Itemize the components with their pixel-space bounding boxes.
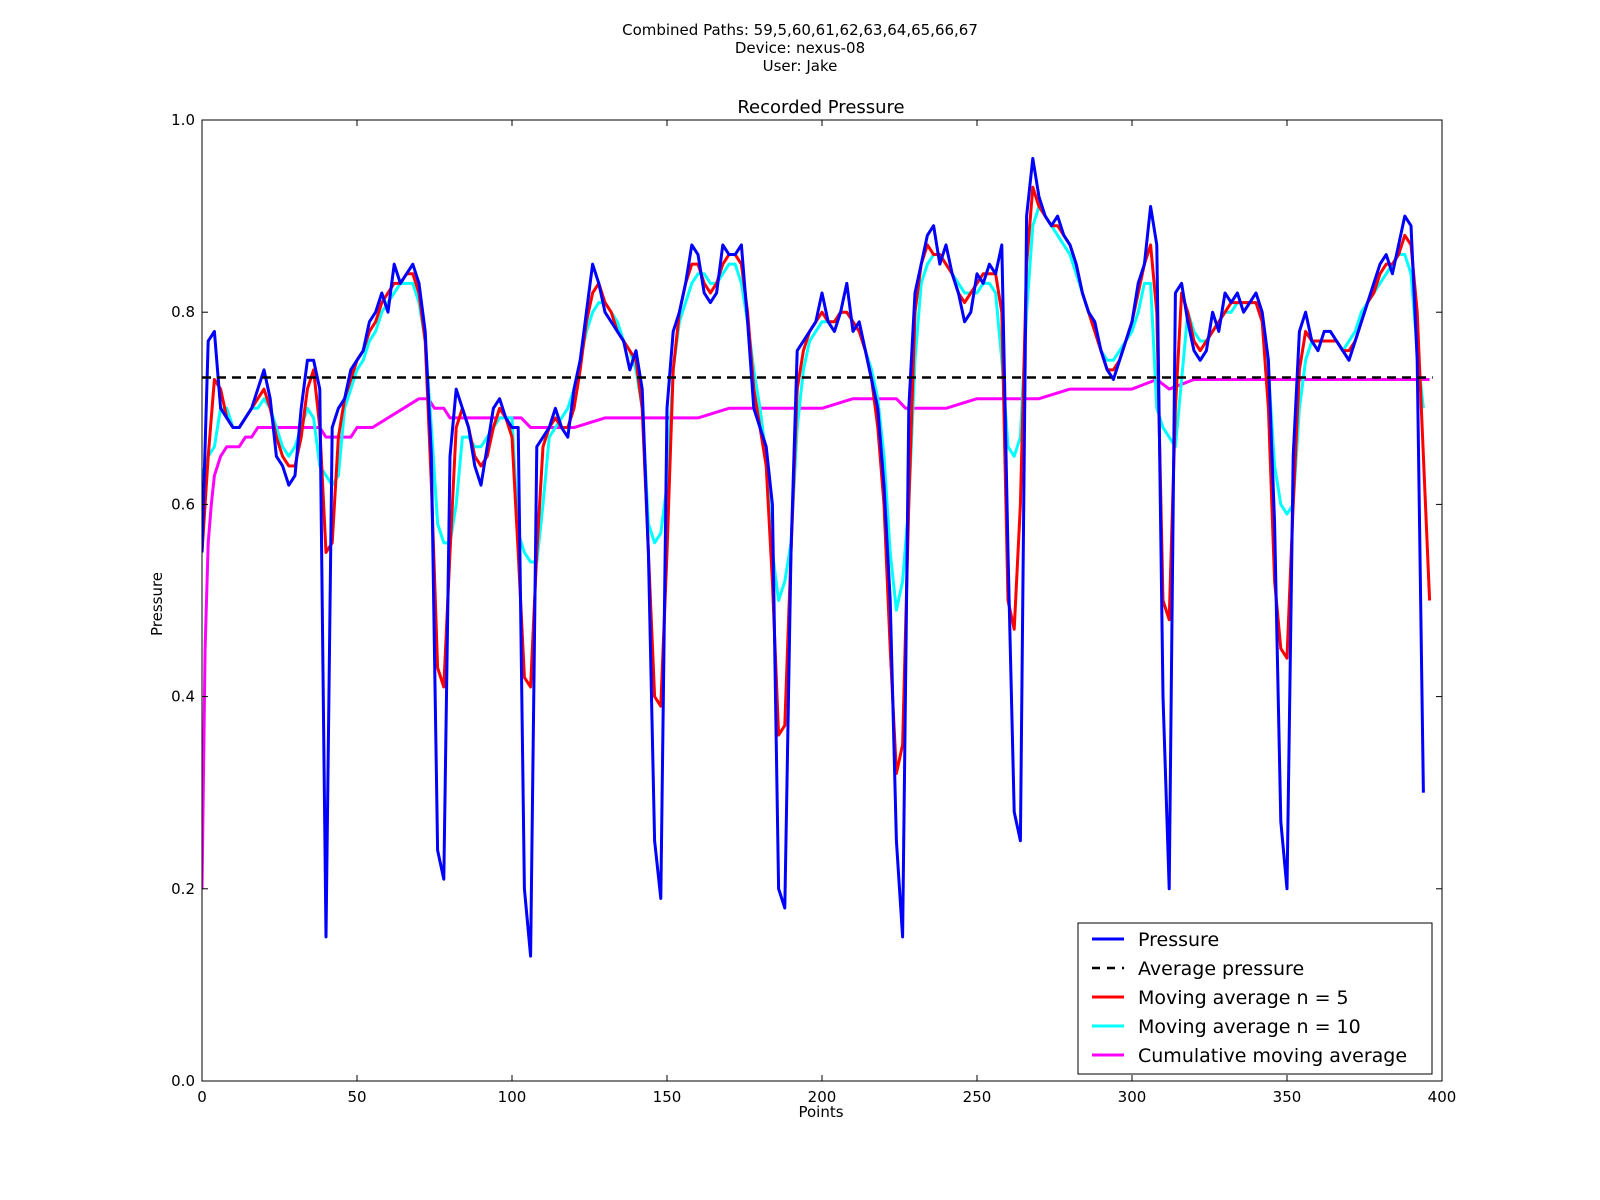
series-line-moving-average-n-5 <box>202 185 1432 775</box>
x-tick-label: 0 <box>197 1088 207 1106</box>
legend-label: Pressure <box>1138 929 1219 951</box>
suptitle-device: Device: nexus-08 <box>734 39 866 57</box>
series-line-pressure <box>202 156 1425 958</box>
legend-label: Moving average n = 5 <box>1138 987 1349 1009</box>
legend-label: Moving average n = 10 <box>1138 1016 1361 1038</box>
x-tick-label: 150 <box>653 1088 682 1106</box>
x-tick-label: 350 <box>1273 1088 1302 1106</box>
x-axis-label: Points <box>798 1103 843 1121</box>
x-tick-label: 300 <box>1118 1088 1147 1106</box>
y-tick-label: 1.0 <box>171 111 195 129</box>
y-axis-label: Pressure <box>148 572 166 636</box>
y-tick-label: 0.2 <box>171 880 195 898</box>
x-tick-label: 200 <box>808 1088 837 1106</box>
legend-label: Cumulative moving average <box>1138 1045 1407 1067</box>
x-tick-label: 250 <box>963 1088 992 1106</box>
x-tick-label: 400 <box>1428 1088 1457 1106</box>
y-tick-label: 0.8 <box>171 303 195 321</box>
legend-box <box>1077 922 1433 1075</box>
series-layer <box>202 156 1433 958</box>
y-tick-label: 0.6 <box>171 495 195 513</box>
legend: Pressure Average pressure Moving average n… <box>1077 922 1433 1075</box>
y-tick-label: 0.0 <box>171 1072 195 1090</box>
series-line-cumulative-moving-average <box>202 377 1430 889</box>
chart-title: Recorded Pressure <box>737 97 904 118</box>
suptitle-paths: Combined Paths: 59,5,60,61,62,63,64,65,6… <box>622 21 978 39</box>
axes: 0 50 100 150 200 250 300 350 400 0.0 0.2 0.4 0.6 0.8 1… <box>171 111 1456 1106</box>
suptitle-user: User: Jake <box>762 57 838 75</box>
x-tick-label: 100 <box>498 1088 527 1106</box>
y-tick-label: 0.4 <box>171 688 195 706</box>
x-tick-label: 50 <box>347 1088 366 1106</box>
legend-label: Average pressure <box>1138 958 1304 980</box>
